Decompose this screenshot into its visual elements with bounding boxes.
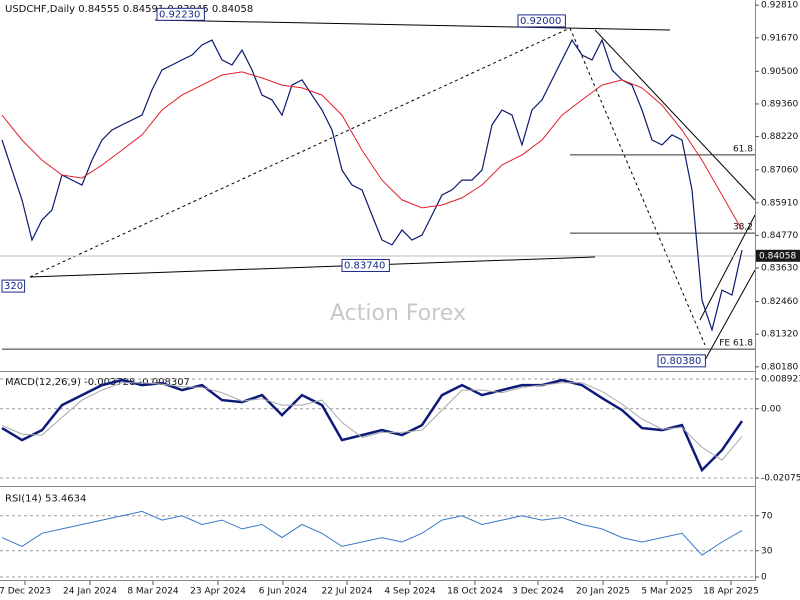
x-tick-label: 20 Jan 2025	[576, 587, 630, 597]
fib-label: 38.2	[733, 223, 753, 233]
fib-label: 61.8	[733, 144, 753, 154]
y-tick-label: 0	[761, 573, 767, 583]
y-tick-label: 0.85910	[761, 198, 798, 208]
x-tick-label: 4 Sep 2024	[384, 587, 436, 597]
annotation: 0.80380	[660, 356, 701, 367]
series-line	[1, 510, 743, 556]
y-tick-label: 0.84770	[761, 231, 798, 241]
x-tick-label: 18 Oct 2024	[447, 587, 503, 597]
x-tick-label: 5 Mar 2025	[641, 587, 692, 597]
annotation-box	[517, 14, 566, 28]
y-tick-label: 70	[761, 511, 773, 521]
y-tick-label: 0.83630	[761, 264, 798, 274]
y-tick-label: 0.81320	[761, 330, 798, 340]
channel-high	[699, 214, 756, 321]
series-line	[1, 382, 743, 461]
x-tick-label: 18 Apr 2025	[703, 587, 759, 597]
series-line	[1, 38, 743, 333]
y-tick-label: 0.91670	[761, 33, 798, 43]
annotation: 0.92000	[520, 16, 561, 27]
x-tick-label: 24 Jan 2024	[63, 587, 117, 597]
panel-title: MACD(12,26,9) -0.003728 -0.008307	[5, 377, 190, 388]
y-tick-label: 0.00	[761, 404, 781, 414]
x-tick-label: 8 Mar 2024	[127, 587, 179, 597]
series-line	[1, 71, 743, 231]
current-price-box	[756, 249, 800, 262]
y-tick-label: -0.020759	[761, 473, 800, 483]
watermark: Action Forex	[330, 301, 466, 326]
x-tick-label: 7 Dec 2023	[0, 587, 51, 597]
annotation-box	[156, 7, 205, 21]
annotation: 0.83740	[344, 260, 385, 271]
channel-low	[704, 269, 756, 361]
current-price: 0.84058	[759, 251, 796, 261]
y-tick-label: 0.89360	[761, 99, 798, 109]
y-tick-label: 30	[761, 546, 773, 556]
y-tick-label: 0.80180	[761, 362, 798, 372]
x-tick-label: 23 Apr 2024	[190, 587, 246, 597]
y-tick-label: 0.87060	[761, 165, 798, 175]
support-line	[29, 256, 596, 278]
panel-title: USDCHF,Daily 0.84555 0.84591 0.83945 0.8…	[5, 4, 253, 15]
trend-lines	[0, 19, 756, 361]
annotation: 0.92230	[159, 9, 200, 20]
down-trend	[594, 29, 756, 201]
fib-label: FE 61.8	[719, 339, 753, 349]
x-tick-label: 22 Jul 2024	[322, 587, 373, 597]
x-tick-label: 3 Dec 2024	[512, 587, 564, 597]
annotation: 320	[4, 281, 23, 292]
series-line	[1, 378, 744, 473]
y-tick-label: 0.008923	[761, 374, 800, 384]
annotation-box	[1, 279, 26, 293]
y-tick-label: 0.92810	[761, 1, 798, 11]
y-tick-label: 0.88220	[761, 132, 798, 142]
y-tick-label: 0.90500	[761, 67, 798, 77]
y-tick-label: 0.82460	[761, 297, 798, 307]
panel-title: RSI(14) 53.4634	[5, 494, 86, 505]
annotation-box	[657, 354, 706, 368]
annotation-box	[341, 258, 390, 272]
x-tick-label: 6 Jun 2024	[259, 587, 308, 597]
resistance-line	[154, 19, 671, 31]
